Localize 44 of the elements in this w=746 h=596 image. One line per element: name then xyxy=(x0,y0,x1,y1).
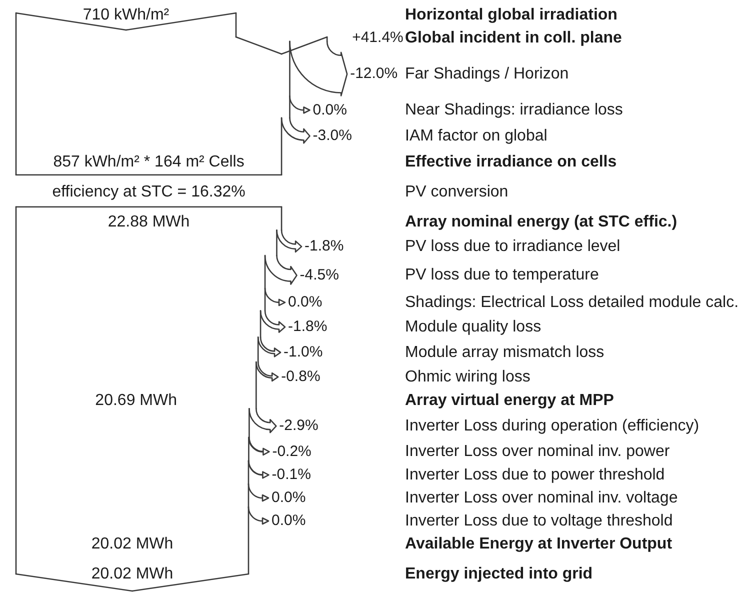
text: 22.88 MWh xyxy=(108,213,190,230)
category-label: PV conversion xyxy=(405,183,508,200)
category-label: Ohmic wiring loss xyxy=(405,368,530,386)
data-label: 0.0% xyxy=(312,101,347,118)
category-label: Near Shadings: irradiance loss xyxy=(405,102,623,119)
text: 857 kWh/m² * 164 m² Cells xyxy=(53,153,244,170)
text: 20.69 MWh xyxy=(95,392,177,410)
data-label: -2.9% xyxy=(279,417,318,434)
category-label: Global incident in coll. plane xyxy=(405,29,622,46)
category-label: Effective irradiance on cells xyxy=(405,153,617,170)
text: efficiency at STC = 16.32% xyxy=(52,183,246,200)
text: 710 kWh/m² xyxy=(82,6,170,24)
data-label: -1.8% xyxy=(304,238,344,255)
text: 20.02 MWh xyxy=(91,565,174,582)
category-label: Module quality loss xyxy=(405,318,542,336)
category-label: Array nominal energy (at STC effic.) xyxy=(405,213,678,230)
category-label: Horizontal global irradiation xyxy=(405,6,618,24)
data-label: 0.0% xyxy=(271,512,306,530)
data-label: 0.0% xyxy=(271,489,306,506)
text: 20.02 MWh xyxy=(91,535,174,552)
category-label: Inverter Loss due to voltage threshold xyxy=(405,512,673,530)
data-label: -12.0% xyxy=(350,65,398,82)
category-label: Inverter Loss over nominal inv. voltage xyxy=(405,489,678,506)
data-label: -0.1% xyxy=(272,466,311,484)
category-label: Array virtual energy at MPP xyxy=(405,392,614,410)
category-label: Far Shadings / Horizon xyxy=(405,65,569,82)
category-label: Module array mismatch loss xyxy=(405,344,604,361)
data-label: +41.4% xyxy=(352,29,404,46)
category-label: PV loss due to temperature xyxy=(405,266,599,284)
category-label: Shadings: Electrical Loss detailed module calc. xyxy=(405,294,739,311)
data-label: 0.0% xyxy=(288,294,322,311)
data-label: -4.5% xyxy=(300,266,339,284)
category-label: Inverter Loss during operation (efficiency) xyxy=(405,417,700,434)
category-label: Available Energy at Inverter Output xyxy=(405,535,673,552)
data-label: -0.2% xyxy=(272,442,312,460)
category-label: Inverter Loss due to power threshold xyxy=(405,466,665,484)
category-label: IAM factor on global xyxy=(405,127,548,144)
category-label: Inverter Loss over nominal inv. power xyxy=(405,443,670,460)
data-label: -3.0% xyxy=(312,127,352,144)
category-label: PV loss due to irradiance level xyxy=(405,238,620,255)
data-label: -0.8% xyxy=(281,368,320,386)
data-label: -1.8% xyxy=(288,318,328,336)
category-label: Energy injected into grid xyxy=(405,565,593,582)
data-label: -1.0% xyxy=(284,344,323,361)
